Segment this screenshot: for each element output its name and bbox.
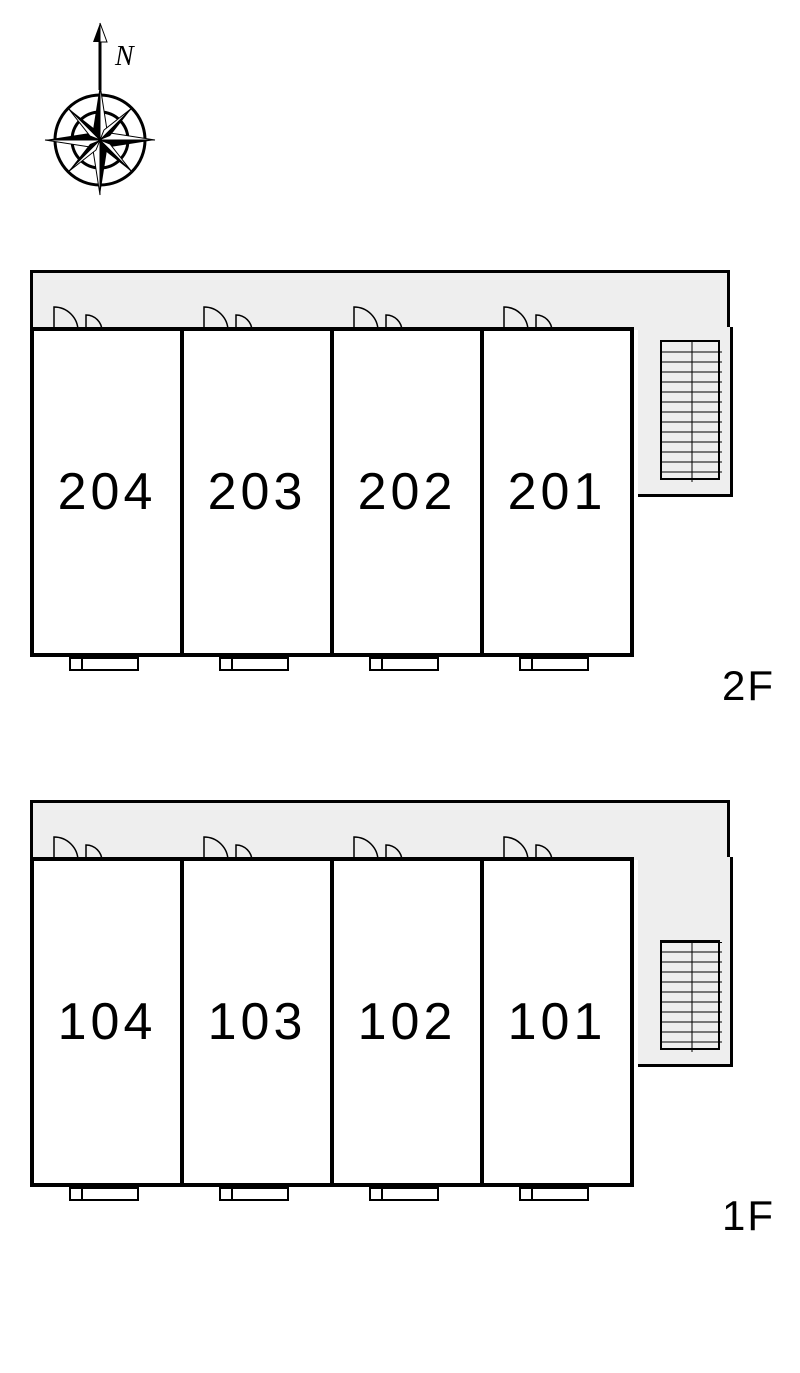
unit-102: 102 — [330, 857, 484, 1187]
balcony — [69, 1187, 139, 1201]
balcony — [219, 657, 289, 671]
balcony — [219, 1187, 289, 1201]
unit-101: 101 — [480, 857, 634, 1187]
balcony — [369, 1187, 439, 1201]
floor-2f: 204 203 202 201 2F — [30, 270, 770, 700]
balcony — [519, 657, 589, 671]
balcony — [69, 657, 139, 671]
unit-label: 103 — [208, 992, 307, 1052]
balcony — [519, 1187, 589, 1201]
door-icon — [202, 833, 262, 861]
floor-label-1f: 1F — [722, 1192, 775, 1240]
door-icon — [352, 833, 412, 861]
unit-label: 102 — [358, 992, 457, 1052]
door-icon — [502, 833, 562, 861]
units-row-2f: 204 203 202 201 — [30, 327, 634, 657]
door-icon — [52, 303, 112, 331]
unit-label: 104 — [58, 992, 157, 1052]
floor-label-2f: 2F — [722, 662, 775, 710]
unit-104: 104 — [30, 857, 184, 1187]
unit-103: 103 — [180, 857, 334, 1187]
unit-204: 204 — [30, 327, 184, 657]
compass-label: N — [114, 41, 135, 72]
stairs-2f — [660, 340, 720, 480]
door-icon — [202, 303, 262, 331]
unit-label: 204 — [58, 462, 157, 522]
balcony — [369, 657, 439, 671]
compass-icon: N — [30, 20, 170, 215]
unit-label: 101 — [508, 992, 607, 1052]
stairs-1f — [660, 940, 720, 1050]
units-row-1f: 104 103 102 101 — [30, 857, 634, 1187]
unit-203: 203 — [180, 327, 334, 657]
unit-202: 202 — [330, 327, 484, 657]
unit-201: 201 — [480, 327, 634, 657]
unit-label: 201 — [508, 462, 607, 522]
unit-label: 202 — [358, 462, 457, 522]
floor-1f: 104 103 102 101 1F — [30, 800, 770, 1230]
door-icon — [52, 833, 112, 861]
door-icon — [502, 303, 562, 331]
door-icon — [352, 303, 412, 331]
unit-label: 203 — [208, 462, 307, 522]
